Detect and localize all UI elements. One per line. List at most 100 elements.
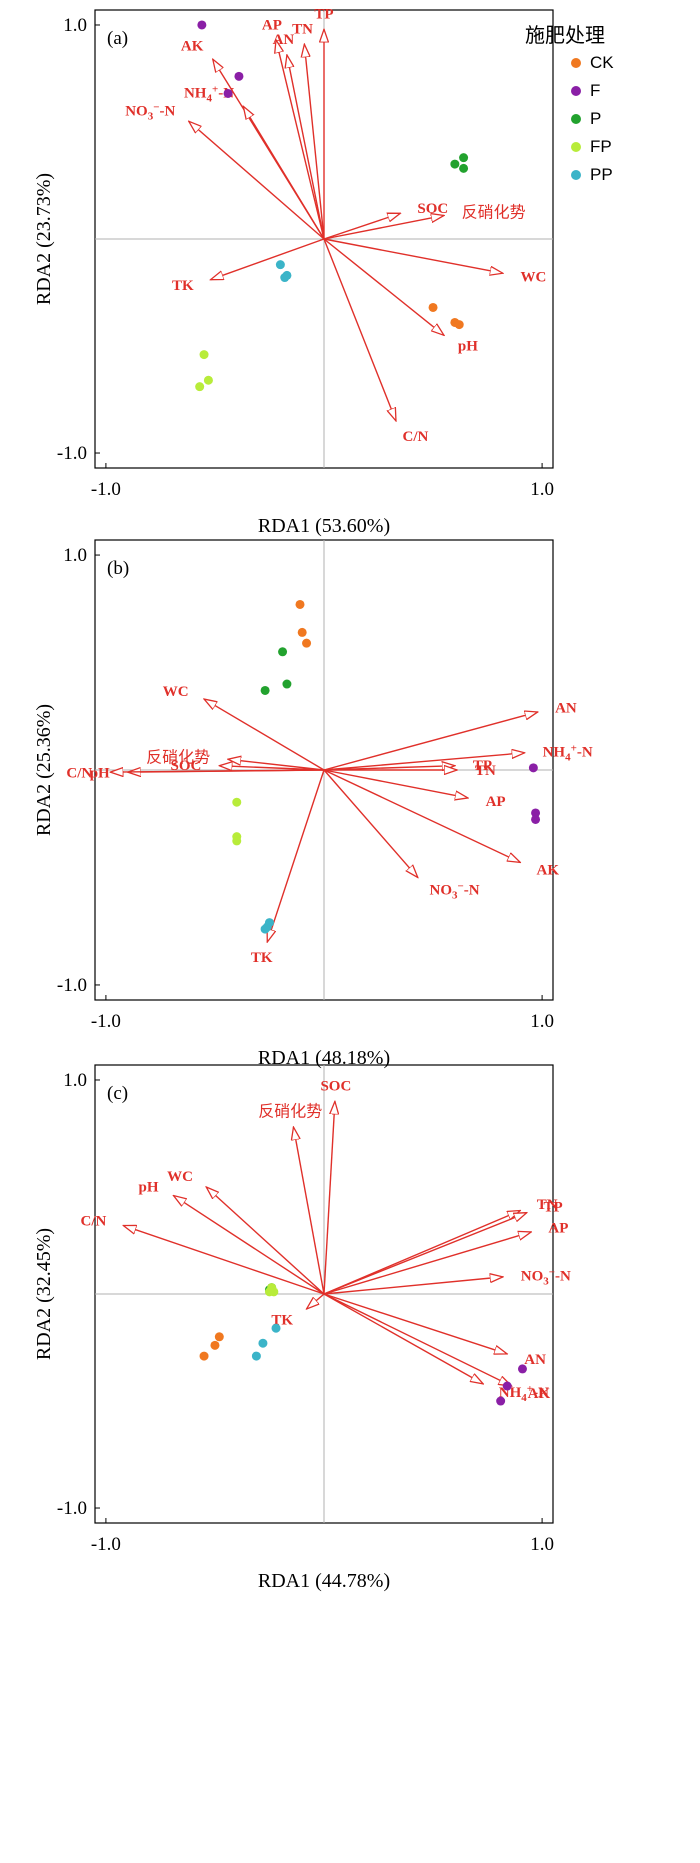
sample-point-ck — [214, 1332, 224, 1342]
vector-arrow — [323, 1293, 483, 1384]
vector-arrow — [323, 1232, 531, 1295]
sample-point-pp — [260, 924, 270, 934]
sample-point-pp — [271, 1323, 281, 1333]
vector-label: SOC — [320, 1078, 351, 1094]
sample-point-fp — [203, 375, 213, 385]
vector-arrow — [323, 1277, 503, 1295]
vector-arrow — [189, 121, 325, 240]
vector-arrow — [323, 1211, 520, 1295]
vector-label: NO3−-N — [430, 881, 480, 902]
vector-label: AK — [537, 862, 560, 878]
sample-point-f — [496, 1396, 506, 1406]
vector-label: AP — [486, 794, 506, 810]
panel-label: (a) — [107, 28, 128, 49]
sample-point-f — [197, 20, 207, 30]
vector-label: C/N — [66, 765, 92, 781]
x-tick-label: 1.0 — [530, 1534, 554, 1555]
vector-arrow — [323, 238, 396, 421]
sample-point-ck — [295, 599, 305, 609]
vector-arrow — [323, 769, 418, 877]
vector-label: TN — [537, 1197, 558, 1213]
vector-arrow — [323, 753, 525, 771]
x-tick-label: -1.0 — [91, 479, 121, 500]
sample-point-ck — [454, 320, 464, 330]
rda-panel-a: 1.0 -1.0-1.0 1.0 RDA1 (53.60%) RDA2 (23.73%)… — [33, 6, 614, 537]
sample-point-p — [260, 685, 270, 695]
vector-arrow — [276, 40, 325, 240]
vector-label: 反硝化势 — [146, 747, 210, 766]
vector-label: TK — [172, 278, 194, 294]
panel-label: (b) — [107, 558, 129, 579]
legend-item-label: F — [590, 81, 600, 100]
sample-point-pp — [275, 260, 285, 270]
vector-label: AP — [548, 1220, 568, 1236]
vector-label: TP — [543, 1200, 562, 1216]
sample-point-fp — [195, 382, 205, 392]
y-tick-label: 1.0 — [63, 15, 87, 36]
rda-panel-b: 1.0 -1.0-1.0 1.0 RDA1 (48.18%) RDA2 (25.36%)… — [33, 539, 593, 1069]
vector-arrow — [323, 213, 400, 240]
y-tick-label: -1.0 — [57, 975, 87, 996]
vector-arrow — [323, 215, 444, 240]
vector-label: SOC — [417, 201, 448, 217]
y-tick-label: 1.0 — [63, 545, 87, 566]
vector-label: WC — [163, 684, 189, 700]
vector-label: AN — [555, 701, 577, 717]
rda-panel-c: 1.0 -1.0-1.0 1.0 RDA1 (44.78%) RDA2 (32.45%)… — [33, 1064, 571, 1592]
x-tick-label: -1.0 — [91, 1011, 121, 1032]
legend-item-label: PP — [590, 165, 613, 184]
legend-item-label: P — [590, 109, 601, 128]
sample-point-f — [234, 71, 244, 81]
vector-arrow — [123, 1226, 325, 1295]
x-axis-title: RDA1 (48.18%) — [258, 1047, 390, 1069]
y-axis-title: RDA2 (32.45%) — [33, 1228, 55, 1360]
vector-arrow — [323, 1293, 512, 1386]
sample-point-ck — [428, 302, 438, 312]
vector-arrow — [174, 1196, 325, 1295]
sample-point-f — [531, 814, 541, 824]
vector-label: WC — [167, 1169, 193, 1185]
vector-arrow — [228, 759, 325, 771]
y-axis-title: RDA2 (25.36%) — [33, 704, 55, 836]
legend-title: 施肥处理 — [525, 23, 605, 47]
vector-arrow — [323, 766, 455, 770]
vector-arrow — [204, 699, 325, 771]
sample-point-f — [502, 1381, 512, 1391]
vector-arrow — [287, 55, 325, 240]
vector-label: C/N — [402, 429, 428, 445]
vector-label: pH — [90, 765, 110, 781]
sample-point-pp — [280, 273, 290, 283]
vector-label: C/N — [81, 1213, 107, 1229]
vector-label: SOC — [170, 758, 201, 774]
vector-arrow — [307, 1293, 325, 1309]
vector-label: WC — [521, 269, 547, 285]
y-tick-label: -1.0 — [57, 443, 87, 464]
legend-marker — [571, 86, 581, 96]
x-tick-label: 1.0 — [530, 1011, 554, 1032]
vector-arrow — [323, 769, 468, 798]
y-axis-title: RDA2 (23.73%) — [33, 173, 55, 305]
sample-point-f — [528, 763, 538, 773]
legend-marker — [571, 114, 581, 124]
sample-point-p — [459, 163, 469, 173]
sample-point-ck — [210, 1340, 220, 1350]
sample-point-pp — [258, 1338, 268, 1348]
vector-label: AK — [181, 39, 204, 55]
sample-point-pp — [251, 1351, 261, 1361]
sample-point-ck — [302, 638, 312, 648]
sample-point-fp — [232, 836, 242, 846]
sample-point-p — [278, 647, 288, 657]
vector-label: TN — [292, 21, 313, 37]
vector-label: 反硝化势 — [258, 1101, 322, 1120]
vector-arrow — [323, 712, 538, 771]
sample-point-fp — [264, 1287, 274, 1297]
vector-label: AN — [524, 1352, 546, 1368]
legend-item-label: FP — [590, 137, 612, 156]
vector-arrow — [293, 1127, 325, 1295]
sample-point-fp — [199, 350, 209, 360]
vector-label: pH — [458, 338, 478, 354]
vector-arrow — [110, 770, 325, 772]
y-tick-label: -1.0 — [57, 1498, 87, 1519]
vector-label: TN — [475, 763, 496, 779]
